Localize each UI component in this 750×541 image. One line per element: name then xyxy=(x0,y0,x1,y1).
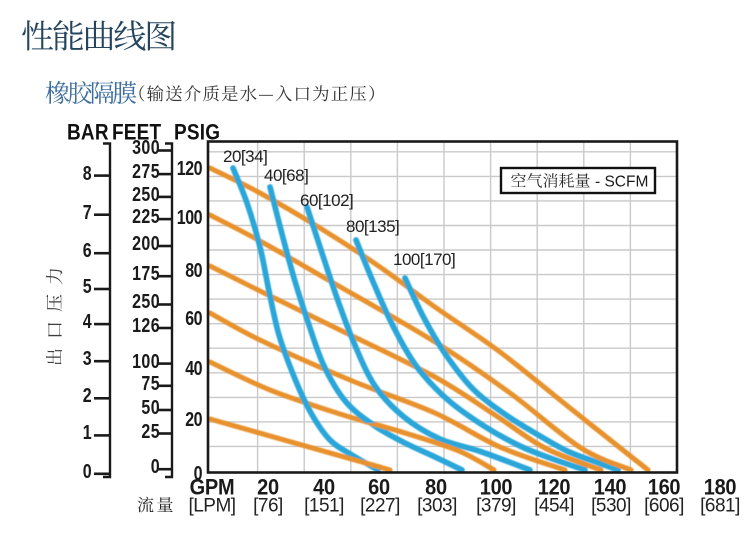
svg-text:- SCFM: - SCFM xyxy=(595,174,648,191)
